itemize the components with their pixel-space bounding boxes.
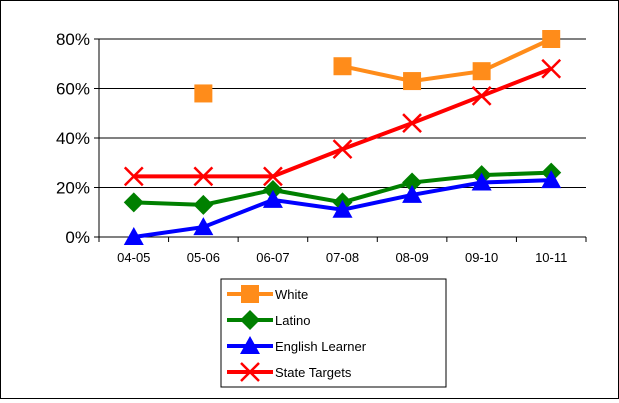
legend-item-white: White	[227, 285, 308, 303]
data-point-white	[403, 72, 422, 91]
x-tick-label: 07-08	[326, 250, 359, 265]
legend-item-english-learner: English Learner	[227, 336, 367, 354]
data-point-white	[472, 62, 491, 81]
data-point-white	[333, 57, 352, 76]
legend: White Latino English Learner State Targets	[220, 278, 447, 388]
x-tick-label: 04-05	[117, 250, 150, 265]
series-line-white	[342, 37, 553, 84]
y-tick-label: 80%	[56, 30, 90, 49]
x-marker-stroke	[123, 166, 144, 187]
x-marker-stroke	[263, 166, 283, 187]
x-marker-stroke	[193, 166, 214, 187]
legend-marker	[240, 362, 260, 382]
data-point-white	[542, 30, 561, 48]
data-point-state-targets	[123, 166, 144, 187]
data-point-english-learner	[193, 217, 214, 236]
data-point-state-targets	[471, 86, 492, 106]
data-point-state-targets	[402, 113, 422, 134]
x-marker-stroke	[471, 86, 492, 106]
x-marker-stroke	[240, 362, 260, 382]
x-tick-label: 09-10	[465, 250, 498, 265]
data-point-english-learner	[332, 199, 353, 218]
data-point-english-learner	[402, 184, 423, 203]
data-point-english-learner	[262, 189, 283, 208]
data-point-state-targets	[541, 58, 562, 79]
x-marker-stroke	[332, 139, 353, 160]
x-tick-label: 10-11	[535, 250, 567, 265]
series-white	[194, 30, 561, 103]
legend-marker	[240, 310, 260, 330]
data-point-state-targets	[193, 166, 214, 187]
legend-item-latino: Latino	[227, 310, 310, 330]
data-point-white	[194, 84, 213, 103]
axes: 0% 20% 40% 60% 80% 04-05 05-06 06-07 07-08 08-09 0…	[56, 30, 587, 265]
x-marker-stroke	[402, 113, 422, 134]
legend-label: State Targets	[275, 365, 352, 380]
y-tick-label: 60%	[56, 80, 90, 99]
x-marker-stroke	[541, 58, 562, 79]
y-tick-label: 40%	[56, 129, 90, 148]
data-point-state-targets	[332, 139, 353, 160]
legend-marker	[241, 285, 259, 303]
data-point-english-learner	[123, 227, 144, 245]
legend-label: Latino	[275, 313, 310, 328]
x-tick-label: 08-09	[395, 250, 428, 265]
data-point-latino	[193, 194, 214, 215]
data-point-latino	[123, 192, 144, 213]
y-tick-label: 20%	[56, 179, 90, 198]
data-point-english-learner	[541, 170, 562, 189]
series-layer	[123, 30, 562, 245]
legend-marker	[240, 336, 260, 354]
data-point-state-targets	[263, 166, 283, 187]
series-english-learner	[123, 170, 562, 245]
x-tick-label: 05-06	[187, 250, 220, 265]
legend-label: English Learner	[275, 339, 367, 354]
data-point-latino	[402, 172, 423, 193]
x-tick-label: 06-07	[256, 250, 289, 265]
legend-item-state-targets: State Targets	[227, 362, 352, 382]
gridlines	[99, 38, 586, 188]
legend-label: White	[275, 287, 308, 302]
data-point-english-learner	[471, 172, 492, 191]
series-state-targets	[123, 58, 562, 187]
y-tick-label: 0%	[65, 228, 90, 247]
